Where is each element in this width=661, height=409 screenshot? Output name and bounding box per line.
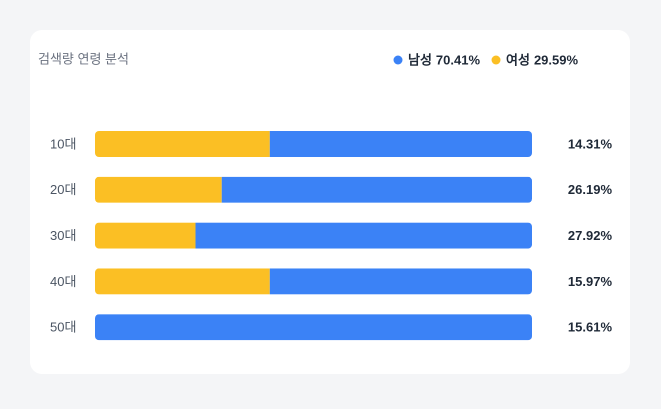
bar-row <box>95 314 532 341</box>
y-tick-label: 50대 <box>50 320 76 335</box>
legend-dot <box>491 55 501 65</box>
bar-segment <box>95 131 270 157</box>
y-tick-label: 40대 <box>50 274 76 289</box>
bar-row <box>95 131 532 157</box>
y-tick-label: 10대 <box>50 136 76 151</box>
y-tick-label: 20대 <box>50 182 76 197</box>
row-total-label: 27.92% <box>568 228 613 243</box>
row-total-label: 14.31% <box>568 136 613 151</box>
legend-share: 70.41% <box>436 52 481 67</box>
row-total-label: 15.97% <box>568 274 613 289</box>
bar-segment <box>221 176 532 203</box>
legend-name: 남성 <box>408 52 432 67</box>
bar-segment <box>269 131 532 157</box>
y-tick-label: 30대 <box>50 228 76 243</box>
bar-row <box>95 268 532 295</box>
bar-segment <box>95 222 196 249</box>
bar-segment <box>195 222 532 249</box>
bar-row <box>95 176 532 203</box>
row-total-label: 26.19% <box>568 182 613 197</box>
legend-dot <box>393 55 403 65</box>
bar-segment <box>95 314 532 341</box>
bar-row <box>95 222 532 249</box>
bar-segment <box>269 268 532 295</box>
row-total-label: 15.61% <box>568 320 613 335</box>
legend-share: 29.59% <box>534 52 579 67</box>
chart-title: 검색량 연령 분석 <box>38 51 129 66</box>
bar-segment <box>95 176 222 203</box>
bar-segment <box>95 268 270 295</box>
legend-name: 여성 <box>506 52 530 67</box>
